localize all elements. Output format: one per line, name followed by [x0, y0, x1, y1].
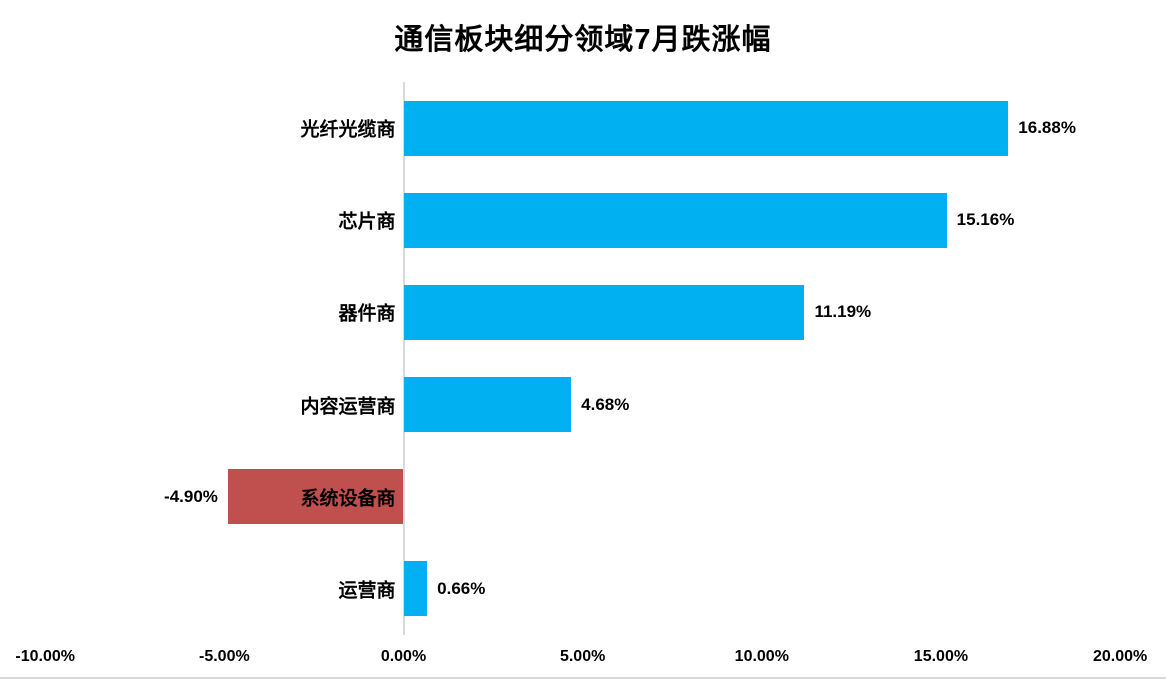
category-label: 内容运营商: [300, 396, 396, 418]
category-label: 器件商: [338, 303, 396, 325]
x-tick-label: -5.00%: [198, 648, 250, 665]
bar-positive: [403, 100, 1009, 156]
category-label: 运营商: [338, 580, 396, 602]
value-label: 4.68%: [581, 394, 630, 414]
x-tick-label: 0.00%: [380, 648, 427, 665]
bar-negative: [227, 469, 404, 525]
category-label: 光纤光缆商: [300, 119, 396, 141]
category-label: 芯片商: [338, 211, 396, 233]
category-label: 系统设备商: [300, 488, 396, 510]
value-label: 15.16%: [956, 210, 1015, 230]
value-label: 0.66%: [437, 578, 486, 598]
x-tick-label: 10.00%: [734, 648, 789, 665]
value-label: -4.90%: [164, 486, 218, 506]
zero-axis-line: [402, 82, 405, 635]
chart-title: 通信板块细分领域7月跌涨幅: [394, 24, 772, 56]
value-label: 11.19%: [814, 302, 872, 322]
bar-positive: [403, 377, 572, 433]
bar-positive: [403, 284, 805, 340]
x-tick-label: 5.00%: [559, 648, 606, 665]
x-tick-label: 20.00%: [1092, 648, 1148, 665]
value-label: 16.88%: [1018, 118, 1076, 138]
x-tick-label: 15.00%: [913, 648, 969, 665]
bar-positive: [403, 561, 428, 617]
chart-bottom-border: [0, 677, 1166, 679]
bar-positive: [403, 192, 947, 248]
x-tick-label: -10.00%: [15, 648, 75, 665]
